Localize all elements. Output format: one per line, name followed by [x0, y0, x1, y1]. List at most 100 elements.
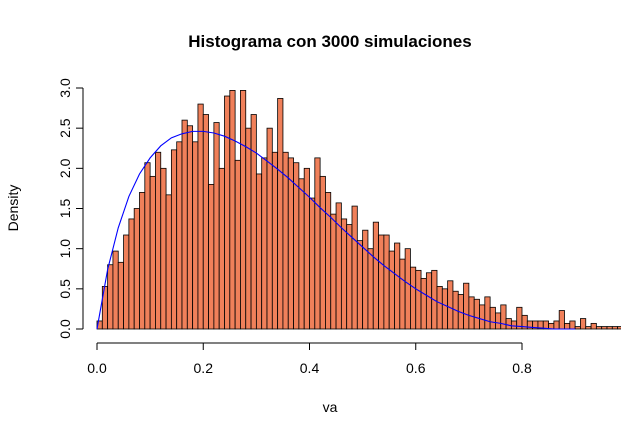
histogram-bar	[245, 127, 252, 330]
histogram-bar	[293, 162, 300, 330]
y-tick-label: 2.0	[57, 158, 73, 178]
histogram-bar	[155, 151, 162, 330]
histogram-bar	[479, 304, 486, 330]
histogram-bar	[271, 151, 279, 330]
histogram-bar	[447, 280, 454, 330]
x-tick-label: 0.2	[194, 360, 214, 376]
histogram-bar	[383, 234, 390, 330]
histogram-bar	[340, 218, 348, 330]
histogram-bar	[420, 277, 427, 330]
histogram-bar	[218, 167, 225, 330]
histogram-bar	[133, 208, 140, 330]
histogram-bar	[144, 162, 151, 330]
histogram-bar	[601, 326, 608, 330]
histogram-bar	[611, 326, 619, 330]
x-tick-label: 0.6	[406, 360, 426, 376]
histogram-bar	[197, 103, 204, 330]
histogram-bar	[117, 261, 124, 330]
histogram-bar	[287, 157, 294, 330]
histogram-bar	[240, 90, 247, 330]
histogram-bar	[441, 288, 449, 330]
histogram-bar	[394, 242, 401, 330]
histogram-bar	[378, 234, 385, 330]
histogram-bar	[388, 250, 395, 330]
histogram-bar	[489, 306, 496, 330]
histogram-bar	[176, 141, 183, 330]
x-tick-label: 0.8	[512, 360, 532, 376]
histogram-bar	[346, 224, 353, 330]
histogram-bar	[468, 296, 475, 330]
histogram-bar	[484, 296, 491, 330]
histogram-bar	[250, 114, 257, 330]
histogram-bar	[463, 282, 470, 330]
histogram-bar	[192, 141, 199, 330]
histogram-bar	[107, 264, 114, 330]
histogram-bar	[123, 234, 130, 330]
histogram-bar	[139, 192, 146, 330]
histogram-bar	[399, 258, 406, 330]
histogram-bar	[330, 213, 337, 330]
histogram-bar	[410, 266, 417, 330]
histogram-bar	[351, 205, 358, 330]
histogram-bar	[255, 173, 263, 330]
histogram-bar	[229, 90, 236, 330]
histogram-bar	[436, 286, 443, 330]
histogram-bar	[112, 250, 119, 330]
y-tick-label: 1.0	[57, 239, 73, 259]
histogram-bar	[495, 312, 502, 330]
y-axis-label: Density	[5, 185, 21, 232]
histogram-bar	[170, 149, 178, 330]
histogram-bar	[372, 221, 379, 330]
histogram-bar	[149, 175, 156, 330]
y-tick-label: 1.5	[57, 199, 73, 219]
histogram-bar	[298, 178, 305, 330]
histogram-bar	[362, 229, 369, 330]
y-tick-label: 0.5	[57, 279, 73, 299]
histogram-bar	[500, 304, 507, 330]
y-tick-label: 0.0	[57, 319, 73, 339]
histogram-bar	[580, 318, 587, 330]
histogram-bar	[266, 127, 273, 330]
y-axis: 0.0 0.5 1.0 1.5 2.0 2.5 3.0	[57, 78, 84, 339]
histogram-bar	[585, 326, 592, 330]
density-curve	[96, 130, 576, 330]
histogram-bar	[186, 125, 194, 330]
histogram-bar	[314, 157, 321, 330]
histogram-bar	[415, 269, 422, 330]
x-axis-label: va	[323, 399, 338, 415]
histogram-bar	[617, 326, 621, 330]
y-tick-label: 2.5	[57, 118, 73, 138]
histogram-bar	[367, 248, 374, 330]
histogram-bar	[208, 183, 215, 330]
histogram-bar	[505, 318, 512, 330]
histogram-bar	[224, 95, 231, 330]
chart-title: Histograma con 3000 simulaciones	[188, 32, 471, 51]
histogram-bar	[553, 320, 560, 330]
histogram-bar	[128, 218, 135, 330]
histogram-bar	[160, 167, 167, 330]
y-tick-label: 3.0	[57, 78, 73, 98]
histogram-bar	[277, 98, 284, 330]
histogram-bar	[606, 326, 613, 330]
histogram-bar	[356, 240, 364, 330]
histogram-bar	[425, 272, 433, 330]
histogram-bar	[181, 119, 188, 330]
histogram-bar	[335, 202, 342, 330]
histogram-bar	[309, 197, 316, 330]
histogram-bar	[319, 175, 326, 330]
x-axis: 0.0 0.2 0.4 0.6 0.8	[87, 342, 532, 376]
histogram-bar	[595, 326, 603, 330]
histogram-bar	[569, 320, 576, 330]
x-tick-label: 0.4	[300, 360, 320, 376]
histogram-bar	[473, 298, 480, 330]
histogram-bar	[261, 157, 268, 330]
histogram-bar	[404, 248, 411, 330]
x-tick-label: 0.0	[87, 360, 107, 376]
histogram-bar	[564, 322, 571, 330]
histogram-bar	[558, 310, 565, 330]
histogram-bar	[202, 114, 209, 330]
histogram-bars	[96, 90, 621, 330]
histogram-bar	[510, 320, 518, 330]
histogram-bar	[234, 159, 241, 330]
histogram-bar	[165, 194, 172, 330]
